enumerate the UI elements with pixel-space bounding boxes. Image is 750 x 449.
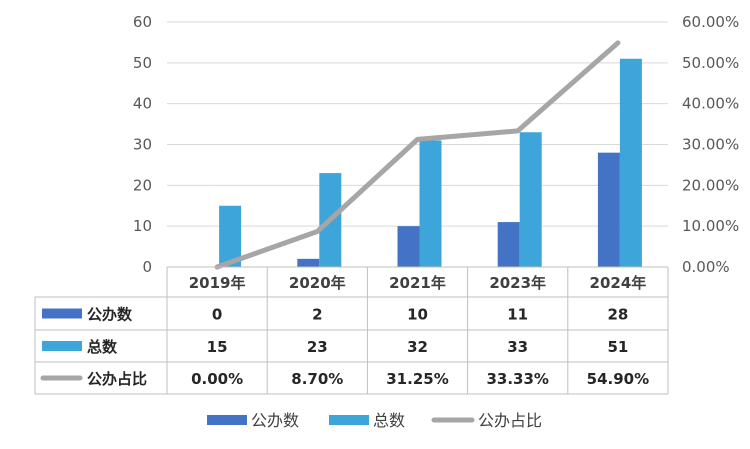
y-tick-label: 10 [133,217,152,235]
table-cell: 0.00% [191,370,243,388]
y2-tick-label: 10.00% [682,217,739,235]
legend-key [329,415,369,425]
y-tick-label: 30 [133,136,152,154]
table-cell: 0 [212,306,222,324]
table-cell: 15 [207,338,228,356]
bar [419,140,442,267]
legend-label: 公办数 [251,411,299,430]
table-legend-key [42,341,82,351]
bar [397,226,420,267]
legend-key [207,415,247,425]
bar [597,152,620,267]
y2-tick-label: 60.00% [682,13,739,31]
table-cell: 8.70% [291,370,343,388]
table-cell: 32 [407,338,428,356]
table-cell: 2 [312,306,322,324]
bar [619,58,642,267]
category-label: 2019年 [189,274,246,292]
y-tick-label: 60 [133,13,152,31]
table-row-label: 公办占比 [87,370,147,388]
table-cell: 11 [507,306,528,324]
category-label: 2020年 [289,274,346,292]
table-cell: 28 [607,306,628,324]
table-cell: 33.33% [486,370,548,388]
table-cell: 51 [607,338,628,356]
y2-tick-label: 20.00% [682,176,739,194]
category-label: 2023年 [489,274,546,292]
table-cell: 31.25% [386,370,448,388]
category-label: 2021年 [389,274,446,292]
table-cell: 33 [507,338,528,356]
table-legend-key [42,308,82,319]
bar [519,132,542,267]
table-cell: 23 [307,338,328,356]
y-tick-label: 0 [142,258,152,276]
legend-label: 公办占比 [478,411,542,430]
table-row-label: 公办数 [87,306,133,324]
legend-label: 总数 [373,411,405,430]
y-tick-label: 50 [133,54,152,72]
y2-tick-label: 40.00% [682,95,739,113]
y2-tick-label: 50.00% [682,54,739,72]
y2-tick-label: 0.00% [682,258,730,276]
y2-tick-label: 30.00% [682,136,739,154]
table-cell: 54.90% [587,370,649,388]
table-cell: 10 [407,306,428,324]
y-tick-label: 40 [133,95,152,113]
bar [219,205,242,267]
category-label: 2024年 [590,274,647,292]
table-row-label: 总数 [87,338,118,356]
y-tick-label: 20 [133,176,152,194]
bar [497,222,520,267]
bar [297,258,320,267]
